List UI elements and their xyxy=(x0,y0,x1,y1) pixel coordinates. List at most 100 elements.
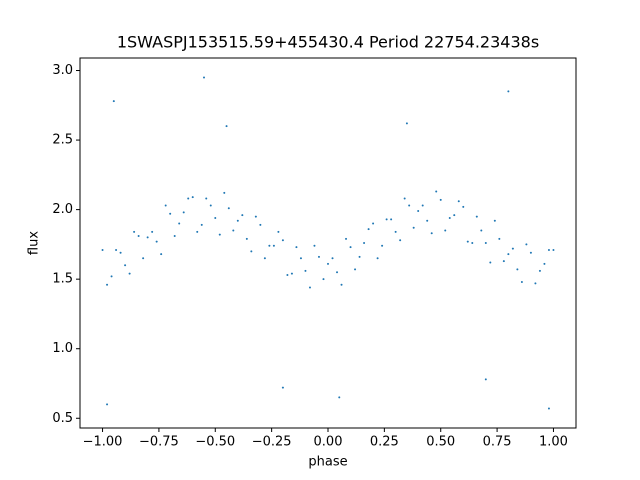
point xyxy=(552,248,555,251)
point xyxy=(367,228,370,231)
point xyxy=(462,205,465,208)
point xyxy=(281,239,284,242)
point xyxy=(475,215,478,218)
point xyxy=(205,197,208,200)
point xyxy=(236,219,239,222)
point xyxy=(245,237,248,240)
point xyxy=(448,216,451,219)
point xyxy=(426,219,429,222)
point xyxy=(511,247,514,250)
x-tick-label: −0.25 xyxy=(252,435,292,450)
point xyxy=(272,244,275,247)
point xyxy=(399,239,402,242)
point xyxy=(223,191,226,194)
point xyxy=(516,268,519,271)
point xyxy=(417,210,420,213)
point xyxy=(218,233,221,236)
point xyxy=(241,214,244,217)
x-tick-label: −0.50 xyxy=(195,435,235,450)
point xyxy=(421,204,424,207)
point xyxy=(525,243,528,246)
point xyxy=(263,257,266,260)
point xyxy=(345,237,348,240)
y-tick-label: 1.0 xyxy=(52,341,73,356)
point xyxy=(376,257,379,260)
point xyxy=(106,283,109,286)
x-tick-label: 0.50 xyxy=(426,435,455,450)
point xyxy=(146,236,149,239)
point xyxy=(453,214,456,217)
point xyxy=(430,232,433,235)
point xyxy=(313,244,316,247)
x-axis-label: phase xyxy=(308,455,347,470)
point xyxy=(299,257,302,260)
point xyxy=(480,229,483,232)
point xyxy=(405,122,408,125)
point xyxy=(115,248,118,251)
point xyxy=(137,235,140,238)
point xyxy=(435,190,438,193)
point xyxy=(191,196,194,199)
plot-area xyxy=(101,76,555,410)
point xyxy=(331,257,334,260)
point xyxy=(358,255,361,258)
x-tick-label: 0.75 xyxy=(483,435,512,450)
point xyxy=(214,216,217,219)
point xyxy=(502,260,505,263)
point xyxy=(381,244,384,247)
point xyxy=(336,271,339,274)
point xyxy=(547,248,550,251)
point xyxy=(507,90,510,93)
point xyxy=(466,240,469,243)
point xyxy=(106,403,109,406)
point xyxy=(133,230,136,233)
x-tick-label: −0.75 xyxy=(139,435,179,450)
point xyxy=(268,244,271,247)
point xyxy=(295,246,298,249)
point xyxy=(529,251,532,254)
y-tick-label: 3.0 xyxy=(52,63,73,78)
point xyxy=(385,218,388,221)
point xyxy=(471,242,474,244)
point xyxy=(155,240,158,243)
point xyxy=(196,230,199,233)
x-tick-label: 0.25 xyxy=(370,435,399,450)
y-tick-label: 0.5 xyxy=(52,411,73,426)
point xyxy=(187,197,190,200)
point xyxy=(547,407,550,410)
point xyxy=(112,100,115,103)
point xyxy=(254,215,257,218)
point xyxy=(259,223,262,226)
point xyxy=(543,262,546,265)
point xyxy=(439,198,442,201)
point xyxy=(444,229,447,232)
point xyxy=(408,204,411,207)
point xyxy=(363,242,366,244)
y-tick-label: 2.0 xyxy=(52,202,73,217)
point xyxy=(327,262,329,265)
point xyxy=(489,261,492,264)
point xyxy=(250,250,253,253)
point xyxy=(520,280,523,283)
point xyxy=(304,269,307,272)
point xyxy=(290,272,293,275)
point xyxy=(394,230,397,233)
point xyxy=(322,278,325,281)
y-axis-label: flux xyxy=(27,231,42,255)
point xyxy=(173,235,176,238)
point xyxy=(349,246,352,249)
y-tick-label: 1.5 xyxy=(52,272,73,287)
point xyxy=(498,237,501,240)
x-tick-label: 1.00 xyxy=(539,435,568,450)
point xyxy=(484,242,487,244)
point xyxy=(338,396,341,399)
point xyxy=(281,386,284,389)
x-tick-label: 0.00 xyxy=(314,435,343,450)
point xyxy=(200,223,203,226)
point xyxy=(119,251,122,254)
point xyxy=(412,226,415,229)
point xyxy=(160,253,163,256)
point xyxy=(507,253,510,256)
point xyxy=(164,204,167,207)
y-tick-label: 2.5 xyxy=(52,133,73,148)
